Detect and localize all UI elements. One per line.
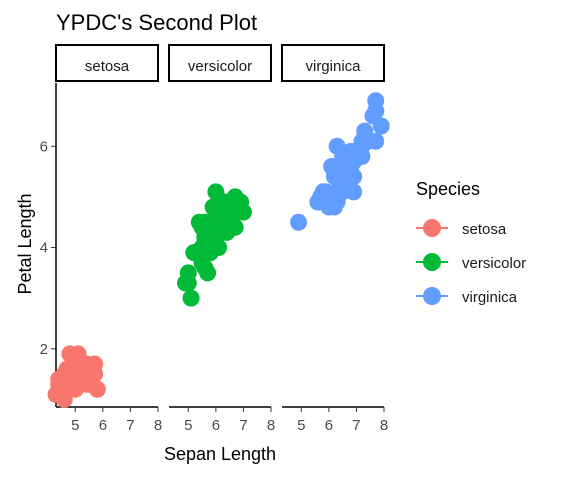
legend-title: Species <box>416 179 480 199</box>
legend-marker-setosa <box>423 219 441 237</box>
x-tick-label: 6 <box>325 417 333 434</box>
data-point-virginica <box>372 117 390 135</box>
facet-strip-label: virginica <box>305 58 361 75</box>
data-point-virginica <box>367 102 385 120</box>
legend-marker-virginica <box>423 287 441 305</box>
y-tick-label: 2 <box>40 341 48 358</box>
y-tick-label: 4 <box>40 240 48 257</box>
facet-strip <box>168 44 272 82</box>
facet-panel-setosa: setosa 5 6 7 8 <box>47 44 162 434</box>
x-tick-label: 6 <box>212 417 220 434</box>
facet-strip-label: setosa <box>85 58 130 75</box>
facet-panels: 2 4 6 setosa 5 6 7 8 versicolor 5 6 7 8 virginica 5 6 7 8 <box>40 44 390 434</box>
legend-label-virginica: virginica <box>462 289 518 306</box>
x-tick-label: 5 <box>184 417 192 434</box>
data-point-setosa <box>55 390 73 408</box>
data-point-versicolor <box>182 289 200 307</box>
x-tick-label: 8 <box>267 417 275 434</box>
x-tick-label: 7 <box>239 417 247 434</box>
legend-label-setosa: setosa <box>462 221 507 238</box>
data-point-versicolor <box>210 208 228 226</box>
data-point-versicolor <box>199 233 217 251</box>
facet-strip-label: versicolor <box>188 58 252 75</box>
data-point-virginica <box>317 183 335 201</box>
data-point-versicolor <box>207 183 225 201</box>
data-point-setosa <box>69 345 87 363</box>
legend-items: setosa versicolor virginica <box>416 219 526 306</box>
data-point-versicolor <box>179 274 197 292</box>
data-point-versicolor <box>212 223 230 241</box>
y-axis-title: Petal Length <box>15 193 35 294</box>
y-tick-label: 6 <box>40 138 48 155</box>
x-tick-label: 7 <box>352 417 360 434</box>
facet-strip <box>55 44 159 82</box>
x-tick-label: 7 <box>126 417 134 434</box>
data-point-versicolor <box>226 188 244 206</box>
x-tick-label: 6 <box>99 417 107 434</box>
x-tick-label: 5 <box>71 417 79 434</box>
x-tick-label: 5 <box>297 417 305 434</box>
y-axis-ticks: 2 4 6 <box>40 138 56 358</box>
facet-panel-virginica: virginica 5 6 7 8 <box>281 44 390 434</box>
x-tick-label: 8 <box>380 417 388 434</box>
legend: Species setosa versicolor virginica <box>416 179 526 306</box>
data-point-virginica <box>325 168 343 186</box>
data-point-virginica <box>339 152 357 170</box>
data-point-versicolor <box>226 203 244 221</box>
facet-panel-versicolor: versicolor 5 6 7 8 <box>168 44 275 434</box>
legend-marker-versicolor <box>423 253 441 271</box>
x-tick-label: 8 <box>154 417 162 434</box>
facet-strip <box>281 44 385 82</box>
chart-title: YPDC's Second Plot <box>56 10 257 35</box>
data-point-virginica <box>367 132 385 150</box>
legend-label-versicolor: versicolor <box>462 255 526 272</box>
data-point-virginica <box>290 213 308 231</box>
x-axis-title: Sepan Length <box>164 444 276 464</box>
data-point-setosa <box>66 370 84 388</box>
